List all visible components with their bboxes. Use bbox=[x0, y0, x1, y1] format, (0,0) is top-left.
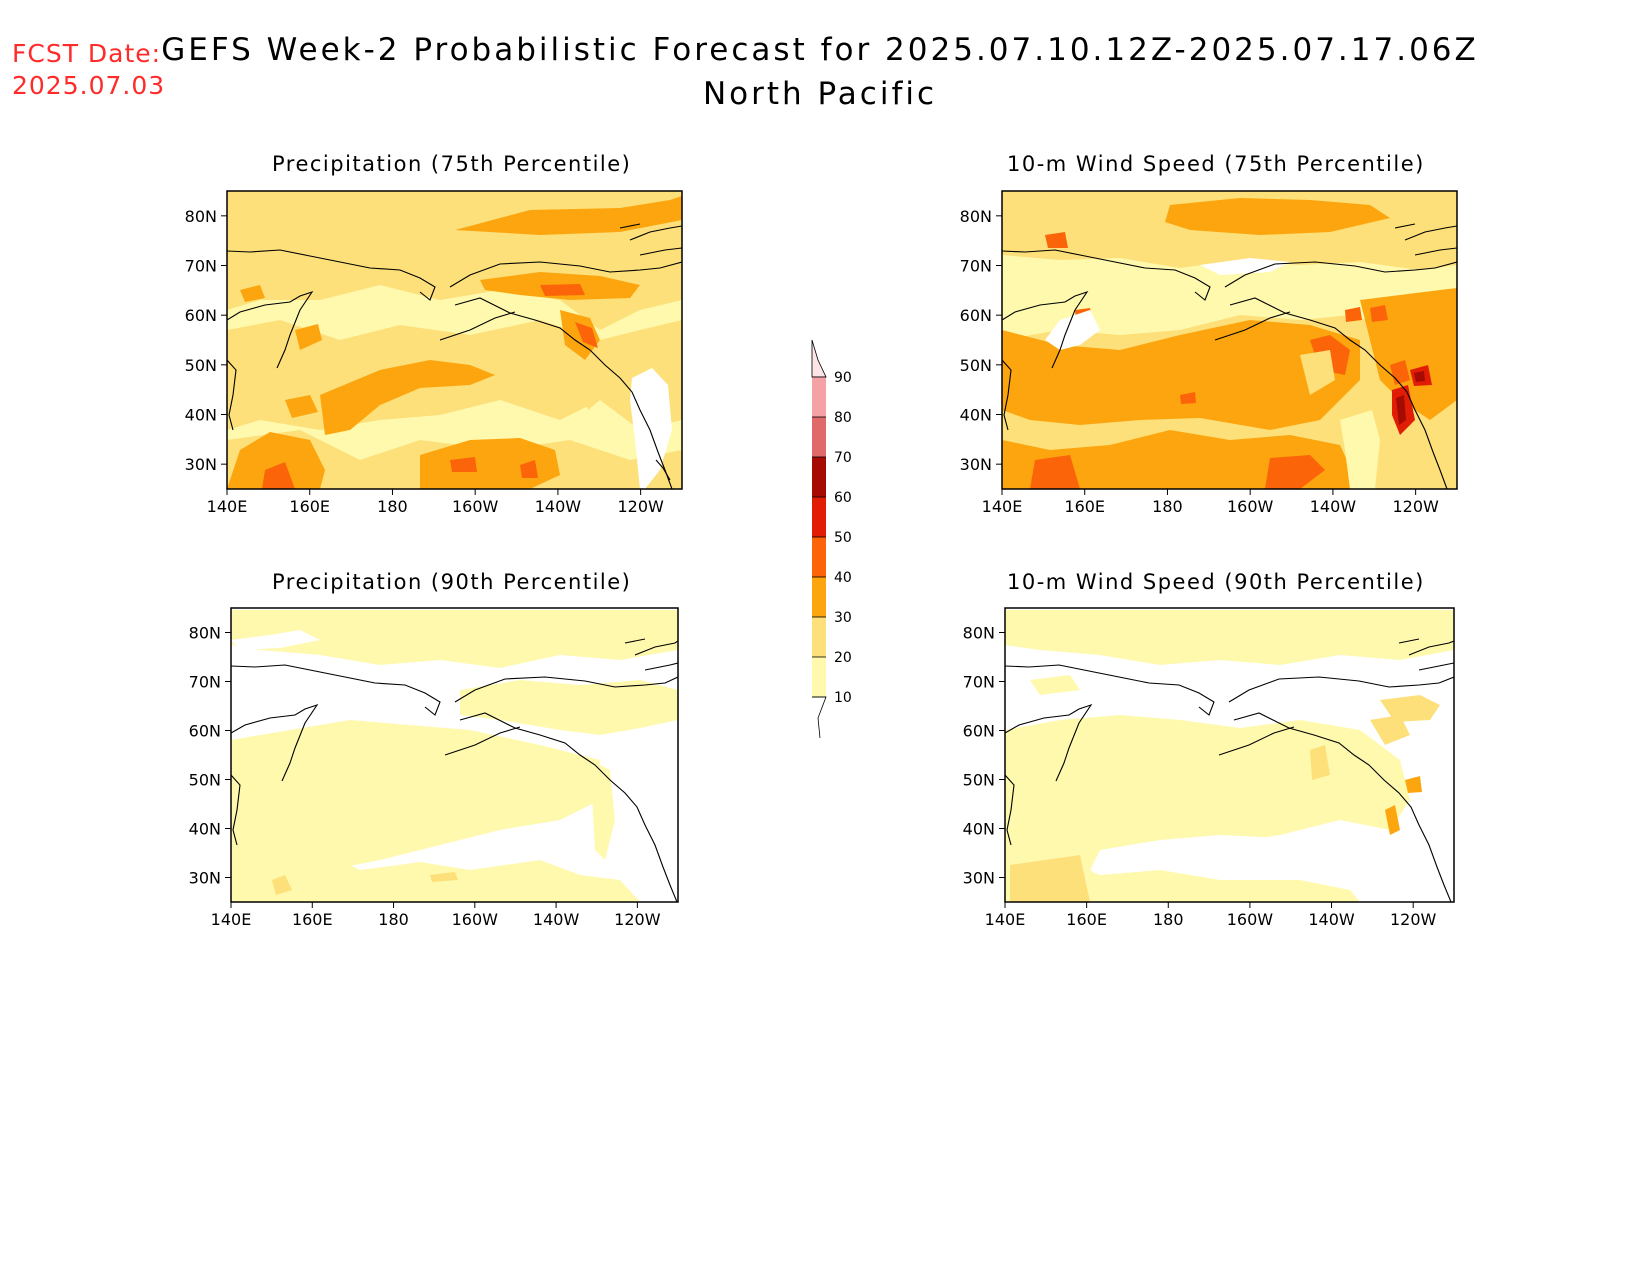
precip90-lat-label: 50N bbox=[189, 771, 221, 790]
wind75-lon-label: 140W bbox=[1310, 497, 1357, 516]
wind90-lon-label: 160E bbox=[1066, 910, 1107, 929]
colorbar-label-40: 40 bbox=[834, 570, 852, 586]
precip90-lon-label: 160W bbox=[452, 910, 499, 929]
colorbar-label-70: 70 bbox=[834, 450, 852, 466]
colorbar-bin-10-20 bbox=[812, 657, 826, 697]
precip90-lat-label: 30N bbox=[189, 869, 221, 888]
wind90-field bbox=[1005, 608, 1454, 902]
forecast-date-value: 2025.07.03 bbox=[12, 71, 166, 100]
wind75-field bbox=[1002, 191, 1457, 489]
precip75-lon-label: 140W bbox=[535, 497, 582, 516]
wind75-lon-label: 160E bbox=[1064, 497, 1105, 516]
precip90-lon-label: 120W bbox=[614, 910, 661, 929]
wind90-coastlines bbox=[1005, 638, 1454, 902]
colorbar-bin-70-80 bbox=[812, 417, 826, 457]
wind75-lat-label: 80N bbox=[960, 207, 992, 226]
precip75-field bbox=[227, 191, 682, 489]
precip90-coastlines bbox=[231, 638, 678, 902]
precip75-lat-label: 40N bbox=[185, 406, 217, 425]
colorbar-bin-40-50 bbox=[812, 537, 826, 577]
forecast-date: FCST Date: 2025.07.03 bbox=[12, 38, 165, 102]
wind90-lat-label: 60N bbox=[963, 722, 995, 741]
precip90-lat-label: 60N bbox=[189, 722, 221, 741]
panel-title-wind75: 10-m Wind Speed (75th Percentile) bbox=[1007, 152, 1425, 176]
wind90-lat-label: 40N bbox=[963, 820, 995, 839]
wind75-lat-label: 30N bbox=[960, 455, 992, 474]
wind75-lat-label: 70N bbox=[960, 257, 992, 276]
forecast-date-label: FCST Date: bbox=[12, 39, 162, 68]
colorbar-tip-top bbox=[811, 339, 827, 378]
wind90-lon-label: 140E bbox=[985, 910, 1026, 929]
colorbar: 90 80 70 60 50 40 30 20 10 bbox=[811, 339, 852, 739]
wind90-lat-label: 80N bbox=[963, 624, 995, 643]
precip75-frame bbox=[226, 190, 683, 490]
wind90-lon-label: 180 bbox=[1153, 910, 1184, 929]
main-title: GEFS Week-2 Probabilistic Forecast for 2… bbox=[161, 32, 1479, 68]
precip75-lat-label: 60N bbox=[185, 306, 217, 325]
colorbar-bin-80-90 bbox=[812, 377, 826, 417]
wind75-frame bbox=[1001, 190, 1458, 490]
precip90-lon-label: 160E bbox=[292, 910, 333, 929]
precip75-lat-label: 80N bbox=[185, 207, 217, 226]
panel-title-wind90: 10-m Wind Speed (90th Percentile) bbox=[1007, 570, 1425, 594]
colorbar-bin-50-60 bbox=[812, 497, 826, 537]
precip75-lon-label: 160W bbox=[452, 497, 499, 516]
wind90-lon-label: 160W bbox=[1227, 910, 1274, 929]
wind75-lat-label: 40N bbox=[960, 406, 992, 425]
colorbar-label-60: 60 bbox=[834, 490, 852, 506]
colorbar-label-90: 90 bbox=[834, 370, 852, 386]
panel-title-precip90: Precipitation (90th Percentile) bbox=[272, 570, 632, 594]
precip90-lat-label: 80N bbox=[189, 624, 221, 643]
wind75-lon-label: 160W bbox=[1227, 497, 1274, 516]
wind90-lon-label: 120W bbox=[1390, 910, 1437, 929]
precip75-lon-label: 160E bbox=[289, 497, 330, 516]
colorbar-label-80: 80 bbox=[834, 410, 852, 426]
wind90-lat-label: 30N bbox=[963, 869, 995, 888]
wind90-lat-label: 50N bbox=[963, 771, 995, 790]
wind75-lat-label: 50N bbox=[960, 356, 992, 375]
wind75-lon-label: 120W bbox=[1392, 497, 1439, 516]
precip90-lon-label: 140W bbox=[533, 910, 580, 929]
precip75-lon-label: 120W bbox=[617, 497, 664, 516]
precip90-frame bbox=[230, 607, 679, 903]
wind75-lon-label: 140E bbox=[982, 497, 1023, 516]
colorbar-label-50: 50 bbox=[834, 530, 852, 546]
panel-title-precip75: Precipitation (75th Percentile) bbox=[272, 152, 632, 176]
axis-labels: 80N 70N 60N 50N 40N 30N 140E 160E 180 160W 140W 120… bbox=[185, 207, 1439, 929]
precip90-field bbox=[231, 608, 678, 902]
precip75-lat-label: 50N bbox=[185, 356, 217, 375]
colorbar-label-10: 10 bbox=[834, 690, 852, 706]
wind90-lat-label: 70N bbox=[963, 673, 995, 692]
wind90-lon-label: 140W bbox=[1308, 910, 1355, 929]
wind90-frame bbox=[1004, 607, 1455, 903]
colorbar-bin-20-30 bbox=[812, 617, 826, 657]
precip90-lat-label: 70N bbox=[189, 673, 221, 692]
precip75-lat-label: 70N bbox=[185, 257, 217, 276]
wind75-coastlines bbox=[1002, 223, 1457, 489]
wind75-lat-label: 60N bbox=[960, 306, 992, 325]
precip75-lon-label: 180 bbox=[377, 497, 408, 516]
precip75-coastlines bbox=[227, 223, 682, 489]
precip90-lon-label: 140E bbox=[211, 910, 252, 929]
colorbar-bin-30-40 bbox=[812, 577, 826, 617]
colorbar-tip-bottom bbox=[812, 696, 827, 739]
precip75-lat-label: 30N bbox=[185, 455, 217, 474]
colorbar-label-30: 30 bbox=[834, 610, 852, 626]
precip75-lon-label: 140E bbox=[207, 497, 248, 516]
precip90-lat-label: 40N bbox=[189, 820, 221, 839]
precip90-lon-label: 180 bbox=[378, 910, 409, 929]
colorbar-bin-60-70 bbox=[812, 457, 826, 497]
wind75-lon-label: 180 bbox=[1152, 497, 1183, 516]
region-title: North Pacific bbox=[702, 76, 938, 112]
colorbar-label-20: 20 bbox=[834, 650, 852, 666]
